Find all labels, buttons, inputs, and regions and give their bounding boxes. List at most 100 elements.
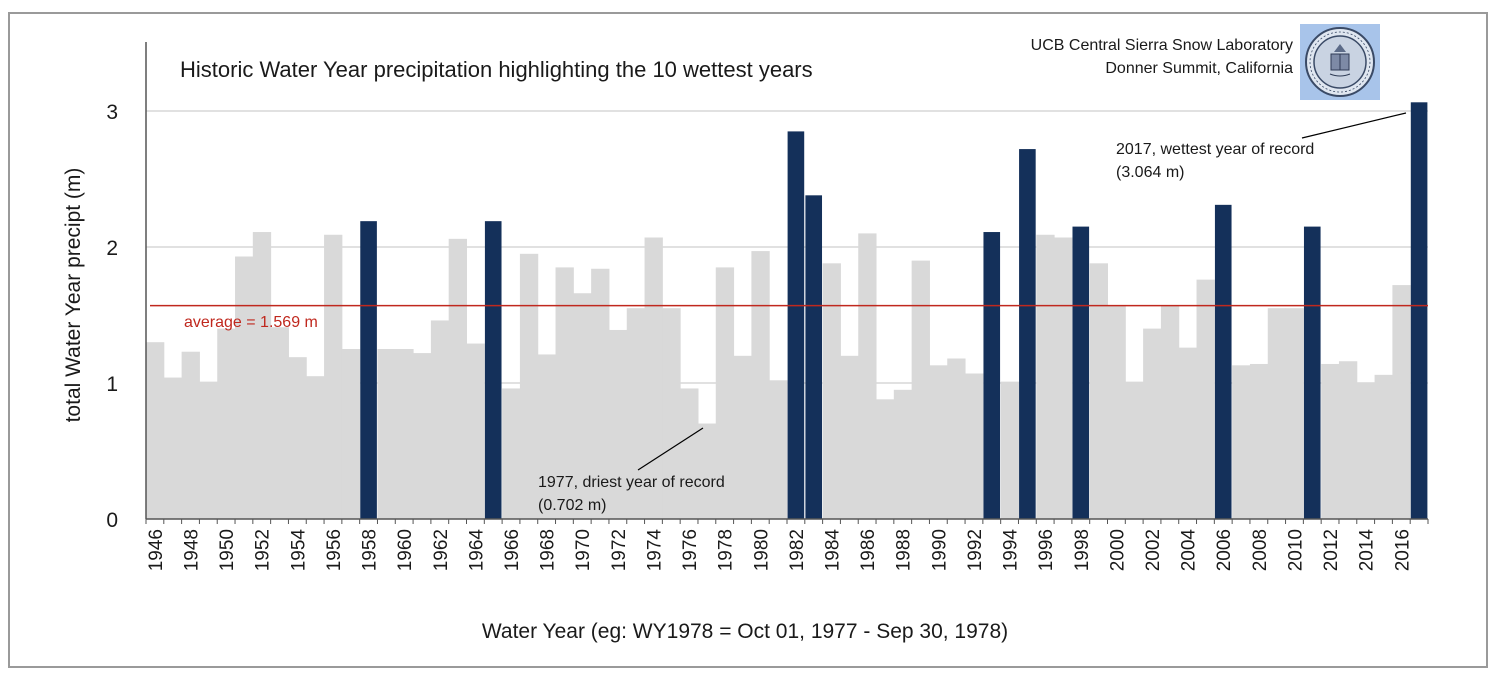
bar (1338, 361, 1358, 519)
bar (1036, 234, 1055, 519)
x-axis-label: Water Year (eg: WY1978 = Oct 01, 1977 - … (482, 620, 1008, 643)
bar (270, 327, 289, 519)
bar (858, 233, 877, 519)
x-tick-label: 2010 (1286, 529, 1307, 571)
bar (697, 423, 717, 519)
x-tick-label: 1968 (538, 529, 559, 571)
bar (146, 342, 165, 519)
university-seal-logo (1300, 24, 1380, 100)
x-tick-label: 1976 (680, 529, 701, 571)
bar (1356, 383, 1376, 519)
bar (235, 256, 254, 519)
x-tick-label: 1998 (1072, 529, 1093, 571)
bar (413, 353, 432, 519)
x-tick-label: 1952 (253, 529, 274, 571)
x-tick-label: 2014 (1357, 529, 1378, 572)
y-tick-labels: 0 1 2 3 (106, 101, 118, 532)
bar (1160, 305, 1180, 519)
x-tick-label: 1996 (1036, 529, 1057, 571)
x-tick-label: 2000 (1107, 529, 1128, 571)
bar (644, 237, 663, 520)
bar-highlight (983, 232, 1001, 520)
y-tick-label: 0 (106, 509, 118, 532)
bar (288, 357, 307, 519)
x-tick-label: 2008 (1250, 529, 1271, 571)
bar-highlight (1072, 226, 1090, 519)
bar (591, 268, 610, 519)
x-tick-label: 1992 (965, 529, 986, 571)
bar (840, 355, 859, 519)
x-tick-label: 2012 (1321, 529, 1342, 571)
bar (1178, 347, 1198, 519)
seal-icon (1305, 27, 1375, 97)
bar (626, 308, 646, 519)
x-tick-label: 1954 (288, 529, 309, 572)
bar (876, 399, 895, 519)
x-tick-label: 1966 (502, 529, 523, 571)
bar (573, 293, 592, 519)
bar-highlight (360, 221, 377, 519)
x-tick-label: 1982 (787, 529, 808, 571)
x-tick-label: 1994 (1001, 529, 1022, 572)
x-tick-label: 1988 (894, 529, 915, 571)
bar (217, 328, 236, 519)
bar-highlight (1019, 149, 1036, 519)
x-tick-label: 1974 (645, 529, 666, 572)
bar (466, 343, 485, 519)
bar (430, 320, 450, 519)
x-tick-labels: 1946 1948 1950 1952 1954 1956 1958 1960 1962 1964… (146, 529, 1413, 572)
bar (1107, 305, 1126, 519)
bar (537, 354, 557, 519)
bar (1321, 363, 1340, 519)
x-tick-label: 1970 (573, 529, 594, 571)
x-tick-label: 1962 (431, 529, 452, 571)
bars (146, 102, 1428, 520)
x-tick-label: 2006 (1214, 529, 1235, 571)
wettest-annotation-line-2: (3.064 m) (1116, 164, 1184, 181)
x-tick-label: 2016 (1392, 529, 1413, 571)
bar (1196, 279, 1215, 519)
x-tick-label: 1948 (182, 529, 203, 571)
bar (680, 388, 699, 519)
y-tick-label: 3 (106, 101, 118, 124)
x-tick-label: 1956 (324, 529, 345, 571)
bar (1054, 237, 1073, 520)
bar (733, 355, 752, 519)
bar (1267, 308, 1287, 519)
x-tick-label: 1980 (751, 529, 772, 571)
bar (608, 329, 628, 519)
bar-highlight (805, 195, 823, 519)
bar (662, 308, 681, 519)
x-tick-label: 1972 (609, 529, 630, 571)
bar (1285, 308, 1304, 519)
bar (1125, 381, 1144, 519)
bar (306, 376, 325, 519)
bar (395, 349, 414, 519)
bar (769, 380, 788, 519)
bar (893, 389, 913, 519)
bar (555, 267, 574, 519)
bar (519, 253, 539, 520)
bar (715, 267, 735, 519)
bar (163, 377, 183, 519)
y-tick-label: 2 (106, 237, 118, 260)
bar (1143, 328, 1162, 519)
x-tick-label: 2004 (1179, 529, 1200, 572)
bar (822, 263, 841, 519)
bar-highlight (1214, 204, 1232, 519)
bar (181, 351, 200, 519)
bar (1392, 285, 1411, 519)
x-tick-label: 1964 (466, 529, 487, 572)
x-tick-label: 1984 (823, 529, 844, 572)
bar (1000, 381, 1019, 519)
bar (911, 260, 930, 519)
x-tick-label: 1950 (217, 529, 238, 571)
y-axis-label: total Water Year precipt (m) (62, 168, 85, 423)
wettest-annotation-leader (1301, 112, 1407, 139)
bar (324, 234, 343, 519)
driest-annotation-line-2: (0.702 m) (538, 497, 606, 514)
x-tick-label: 1990 (929, 529, 950, 571)
y-tick-label: 1 (106, 373, 118, 396)
bar-highlight (1303, 226, 1321, 519)
